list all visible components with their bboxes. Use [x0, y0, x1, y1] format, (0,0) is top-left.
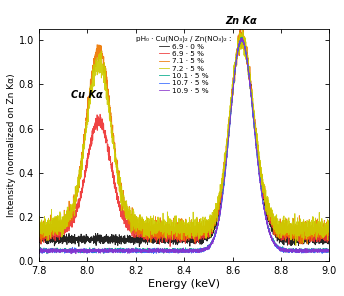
7.1 · 5 % — [37, 234, 41, 237]
10.7 · 5 % — [161, 249, 165, 252]
6.9 · 0 % — [291, 236, 295, 239]
6.9 · 0 % — [322, 239, 326, 242]
7.1 · 5 % — [87, 99, 92, 102]
7.1 · 5 % — [322, 222, 326, 225]
7.1 · 5 % — [327, 226, 332, 229]
6.9 · 5 % — [322, 233, 326, 237]
6.9 · 5 % — [291, 237, 295, 240]
10.9 · 5 % — [240, 36, 244, 40]
Legend: 6.9 · 0 %, 6.9 · 5 %, 7.1 · 5 %, 7.2 · 5 %, 10.1 · 5 %, 10.7 · 5 %, 10.9 · 5 %: 6.9 · 0 %, 6.9 · 5 %, 7.1 · 5 %, 7.2 · 5… — [136, 35, 233, 94]
10.7 · 5 % — [322, 251, 326, 254]
10.9 · 5 % — [87, 249, 92, 252]
6.9 · 5 % — [70, 220, 74, 223]
Line: 7.2 · 5 %: 7.2 · 5 % — [39, 28, 330, 245]
10.9 · 5 % — [327, 248, 332, 252]
6.9 · 0 % — [327, 234, 332, 238]
7.2 · 5 % — [290, 226, 294, 229]
10.1 · 5 % — [87, 250, 92, 253]
10.7 · 5 % — [291, 249, 295, 252]
10.9 · 5 % — [70, 247, 74, 251]
10.9 · 5 % — [148, 247, 152, 251]
Y-axis label: Intensity (normalized on Zn Kα): Intensity (normalized on Zn Kα) — [7, 73, 16, 217]
10.1 · 5 % — [327, 248, 332, 251]
7.1 · 5 % — [290, 235, 294, 239]
7.2 · 5 % — [240, 27, 245, 30]
Line: 6.9 · 0 %: 6.9 · 0 % — [39, 37, 330, 247]
Line: 10.7 · 5 %: 10.7 · 5 % — [39, 38, 330, 253]
Text: Zn Kα: Zn Kα — [226, 16, 257, 26]
10.7 · 5 % — [87, 251, 92, 255]
6.9 · 0 % — [240, 35, 244, 38]
6.9 · 0 % — [37, 234, 41, 238]
6.9 · 5 % — [327, 231, 332, 234]
6.9 · 5 % — [37, 230, 41, 234]
7.1 · 5 % — [305, 242, 309, 246]
Text: Cu Kα: Cu Kα — [72, 90, 103, 100]
10.1 · 5 % — [70, 249, 74, 252]
10.9 · 5 % — [161, 248, 165, 252]
6.9 · 0 % — [161, 241, 165, 244]
10.1 · 5 % — [161, 250, 165, 254]
7.2 · 5 % — [161, 226, 165, 229]
10.1 · 5 % — [148, 249, 152, 252]
10.1 · 5 % — [322, 247, 326, 250]
7.2 · 5 % — [87, 95, 92, 99]
Line: 7.1 · 5 %: 7.1 · 5 % — [39, 30, 330, 244]
7.2 · 5 % — [70, 210, 74, 213]
6.9 · 0 % — [137, 245, 141, 248]
10.7 · 5 % — [37, 250, 41, 253]
6.9 · 0 % — [70, 238, 74, 242]
6.9 · 5 % — [87, 147, 92, 151]
10.1 · 5 % — [240, 35, 244, 39]
10.7 · 5 % — [151, 252, 155, 255]
6.9 · 5 % — [168, 245, 172, 248]
10.7 · 5 % — [148, 249, 152, 252]
6.9 · 0 % — [148, 238, 152, 242]
6.9 · 5 % — [238, 27, 242, 31]
10.9 · 5 % — [291, 250, 295, 254]
7.2 · 5 % — [294, 244, 298, 247]
7.2 · 5 % — [148, 228, 152, 231]
10.9 · 5 % — [322, 248, 326, 252]
Line: 6.9 · 5 %: 6.9 · 5 % — [39, 29, 330, 247]
10.7 · 5 % — [238, 37, 243, 40]
10.7 · 5 % — [70, 250, 74, 253]
10.1 · 5 % — [291, 250, 295, 253]
7.2 · 5 % — [322, 226, 326, 229]
Line: 10.1 · 5 %: 10.1 · 5 % — [39, 37, 330, 254]
10.1 · 5 % — [45, 252, 49, 255]
7.1 · 5 % — [70, 219, 74, 222]
7.1 · 5 % — [161, 225, 165, 229]
7.2 · 5 % — [37, 229, 41, 232]
6.9 · 5 % — [161, 232, 165, 236]
10.9 · 5 % — [37, 248, 41, 252]
10.1 · 5 % — [37, 250, 41, 253]
7.2 · 5 % — [327, 231, 332, 234]
Line: 10.9 · 5 %: 10.9 · 5 % — [39, 38, 330, 254]
6.9 · 5 % — [148, 231, 152, 234]
6.9 · 0 % — [87, 237, 92, 240]
7.1 · 5 % — [239, 28, 243, 31]
10.7 · 5 % — [327, 248, 332, 252]
X-axis label: Energy (keV): Energy (keV) — [148, 279, 220, 289]
7.1 · 5 % — [148, 226, 152, 230]
10.9 · 5 % — [69, 252, 73, 255]
